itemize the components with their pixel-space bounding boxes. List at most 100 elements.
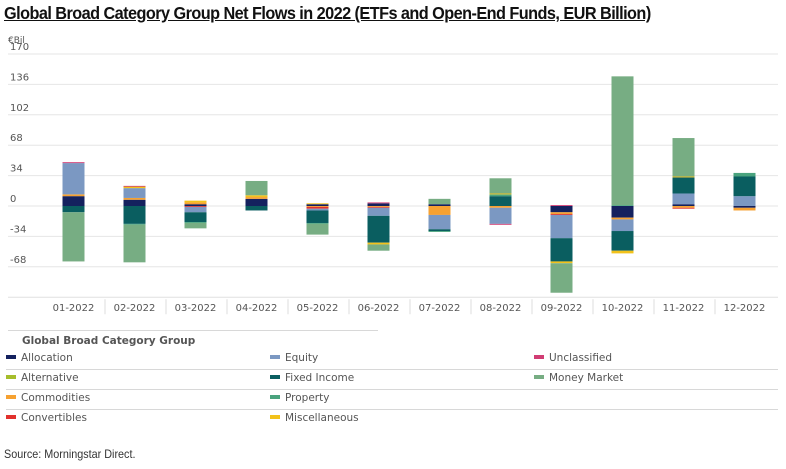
legend-item-fixed-income[interactable]: Fixed Income bbox=[270, 372, 354, 384]
x-tick-label: 02-2022 bbox=[114, 303, 156, 314]
bar-segment-commodities[interactable] bbox=[245, 197, 268, 199]
bar-segment-money-market[interactable] bbox=[672, 138, 695, 177]
legend-label: Unclassified bbox=[549, 352, 613, 364]
legend-label: Money Market bbox=[549, 372, 624, 384]
x-tick-label: 05-2022 bbox=[297, 303, 339, 314]
legend-item-convertibles[interactable]: Convertibles bbox=[6, 412, 87, 424]
bar-segment-allocation[interactable] bbox=[306, 204, 329, 206]
bar-segment-commodities[interactable] bbox=[184, 202, 207, 205]
bar-segment-property[interactable] bbox=[733, 172, 756, 177]
bar-segment-equity[interactable] bbox=[489, 207, 512, 224]
bar-segment-convertibles[interactable] bbox=[306, 206, 329, 209]
bar-segment-property[interactable] bbox=[428, 231, 451, 232]
bar-segment-money-market[interactable] bbox=[123, 224, 146, 263]
bar-segment-commodities[interactable] bbox=[306, 206, 329, 207]
bar-segment-miscellaneous[interactable] bbox=[611, 250, 634, 254]
bar-segment-equity[interactable] bbox=[672, 193, 695, 205]
bar-segment-allocation[interactable] bbox=[123, 199, 146, 206]
bar-segment-money-market[interactable] bbox=[367, 244, 390, 251]
bar-segment-allocation[interactable] bbox=[62, 196, 85, 206]
bar-segment-commodities[interactable] bbox=[733, 207, 756, 211]
bar-segment-equity[interactable] bbox=[733, 196, 756, 206]
bar-segment-fixed-income[interactable] bbox=[62, 206, 85, 213]
legend-item-equity[interactable]: Equity bbox=[270, 352, 318, 364]
bar-segment-allocation[interactable] bbox=[733, 206, 756, 208]
bar-segment-equity[interactable] bbox=[184, 206, 207, 213]
bar-segment-unclassified[interactable] bbox=[62, 162, 85, 164]
bar-segment-commodities[interactable] bbox=[672, 206, 695, 208]
bar-segment-miscellaneous[interactable] bbox=[367, 242, 390, 245]
bar-segment-commodities[interactable] bbox=[428, 206, 451, 215]
legend-item-alternative[interactable]: Alternative bbox=[6, 372, 79, 384]
bar-segment-miscellaneous[interactable] bbox=[672, 176, 695, 178]
bar-segment-equity[interactable] bbox=[550, 214, 573, 239]
bar-segment-fixed-income[interactable] bbox=[306, 210, 329, 223]
x-axis-ticks: 01-2022 02-2022 03-2022 04-2022 05-2022 06-20… bbox=[53, 299, 765, 315]
bar-segment-miscellaneous[interactable] bbox=[123, 186, 146, 189]
legend-item-miscellaneous[interactable]: Miscellaneous bbox=[270, 412, 359, 424]
bar-segment-allocation[interactable] bbox=[428, 204, 451, 206]
bar-segment-money-market[interactable] bbox=[245, 180, 268, 196]
bar-segment-equity[interactable] bbox=[428, 214, 451, 230]
bar-segment-unclassified[interactable] bbox=[123, 185, 146, 187]
legend-row: Alternative Fixed Income Money Market bbox=[6, 370, 778, 390]
bar-segment-miscellaneous[interactable] bbox=[245, 195, 268, 198]
bar-segment-property[interactable] bbox=[489, 194, 512, 197]
legend-item-allocation[interactable]: Allocation bbox=[6, 352, 73, 364]
bar-segment-miscellaneous[interactable] bbox=[184, 200, 207, 203]
bar-segment-fixed-income[interactable] bbox=[245, 206, 268, 211]
legend-item-unclassified[interactable]: Unclassified bbox=[534, 352, 612, 364]
bar-segment-fixed-income[interactable] bbox=[367, 215, 390, 243]
bar-segment-money-market[interactable] bbox=[550, 263, 573, 293]
legend-item-money-market[interactable]: Money Market bbox=[534, 372, 623, 384]
bar-segment-property[interactable] bbox=[306, 222, 329, 224]
bar-segment-fixed-income[interactable] bbox=[550, 238, 573, 262]
bar-segment-commodities[interactable] bbox=[62, 194, 85, 197]
bar-segment-fixed-income[interactable] bbox=[672, 177, 695, 194]
legend-item-commodities[interactable]: Commodities bbox=[6, 392, 90, 404]
bar-segment-equity[interactable] bbox=[306, 208, 329, 211]
bar-segment-money-market[interactable] bbox=[306, 223, 329, 235]
bar-segment-equity[interactable] bbox=[123, 188, 146, 198]
bar-segment-property[interactable] bbox=[123, 223, 146, 225]
bar-segment-money-market[interactable] bbox=[611, 76, 634, 206]
bar-segment-unclassified[interactable] bbox=[489, 223, 512, 225]
bar-segment-miscellaneous[interactable] bbox=[489, 193, 512, 195]
bar-segment-allocation[interactable] bbox=[245, 198, 268, 206]
bar-segment-property[interactable] bbox=[611, 205, 634, 206]
bar-segment-fixed-income[interactable] bbox=[123, 206, 146, 224]
bar-segment-fixed-income[interactable] bbox=[611, 231, 634, 251]
bar-segment-convertibles[interactable] bbox=[367, 206, 390, 208]
bar-segment-allocation[interactable] bbox=[184, 204, 207, 206]
bar-segment-unclassified[interactable] bbox=[550, 205, 573, 206]
bar-segment-commodities[interactable] bbox=[489, 206, 512, 208]
bar-segment-miscellaneous[interactable] bbox=[550, 261, 573, 264]
bar-segment-fixed-income[interactable] bbox=[184, 212, 207, 223]
bar-segment-allocation[interactable] bbox=[367, 203, 390, 206]
legend-item-property[interactable]: Property bbox=[270, 392, 329, 404]
bar-segment-allocation[interactable] bbox=[672, 204, 695, 206]
bar-segment-equity[interactable] bbox=[611, 219, 634, 232]
y-axis-ticks: 170 136 102 68 34 0 -34 -68 bbox=[10, 42, 29, 266]
bar-segment-fixed-income[interactable] bbox=[428, 229, 451, 232]
bar-segment-commodities[interactable] bbox=[367, 206, 390, 207]
bar-segment-equity[interactable] bbox=[62, 163, 85, 195]
bar-segment-money-market[interactable] bbox=[489, 178, 512, 194]
bar-segment-convertibles[interactable] bbox=[550, 214, 573, 215]
bar-segment-convertibles[interactable] bbox=[672, 207, 695, 209]
bar-segment-commodities[interactable] bbox=[611, 217, 634, 220]
bar-segment-commodities[interactable] bbox=[550, 212, 573, 215]
bar-segment-fixed-income[interactable] bbox=[489, 196, 512, 206]
bar-segment-allocation[interactable] bbox=[550, 206, 573, 213]
bar-segment-miscellaneous[interactable] bbox=[306, 203, 329, 205]
bar-segment-money-market[interactable] bbox=[184, 222, 207, 229]
bar-segment-equity[interactable] bbox=[367, 207, 390, 216]
bar-segment-property[interactable] bbox=[184, 222, 207, 223]
bar-segment-fixed-income[interactable] bbox=[733, 176, 756, 197]
bar-segment-money-market[interactable] bbox=[428, 198, 451, 205]
bar-segment-money-market[interactable] bbox=[62, 212, 85, 262]
bar-segment-convertibles[interactable] bbox=[184, 206, 207, 207]
bar-segment-allocation[interactable] bbox=[611, 206, 634, 218]
bar-segment-unclassified[interactable] bbox=[367, 202, 390, 204]
bar-segment-commodities[interactable] bbox=[123, 197, 146, 200]
